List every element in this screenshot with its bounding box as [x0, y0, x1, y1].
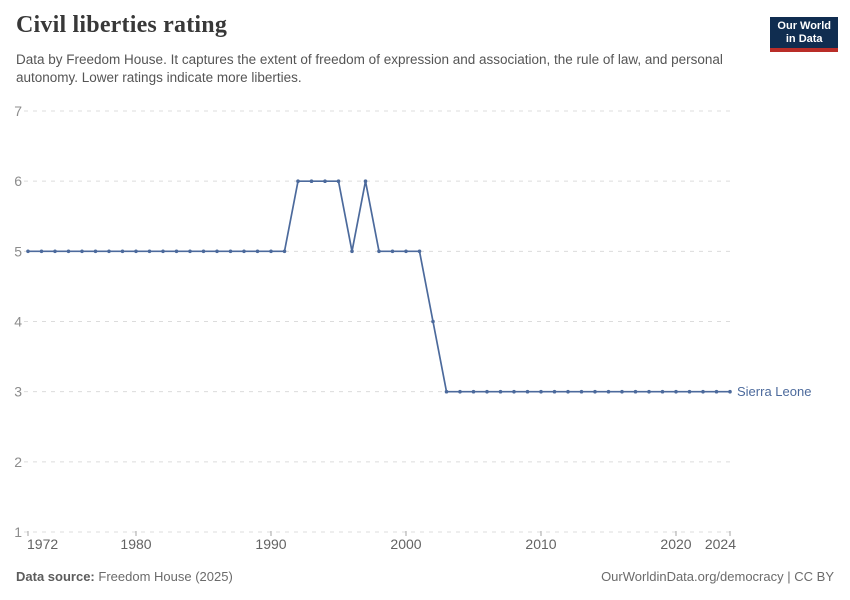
data-point-1998[interactable]	[377, 249, 381, 254]
data-point-2008[interactable]	[512, 389, 516, 394]
data-point-2021[interactable]	[687, 389, 692, 394]
data-point-1974[interactable]	[53, 249, 57, 254]
data-point-2022[interactable]	[701, 389, 705, 394]
data-point-1994[interactable]	[323, 179, 327, 183]
data-point-1975[interactable]	[66, 249, 71, 254]
data-point-2009[interactable]	[525, 389, 530, 394]
data-point-1976[interactable]	[80, 249, 84, 254]
series-sierra-leone[interactable]: Sierra Leone	[26, 179, 811, 399]
y-axis-label-5: 5	[14, 243, 22, 259]
data-point-1982[interactable]	[161, 249, 165, 254]
data-point-1983[interactable]	[174, 249, 179, 254]
data-source-value[interactable]: Freedom House (2025)	[98, 569, 233, 584]
page-title: Civil liberties rating	[16, 12, 228, 38]
x-axis-label-2000: 2000	[390, 536, 421, 552]
data-point-1992[interactable]	[296, 179, 300, 183]
data-point-1984[interactable]	[188, 249, 192, 254]
data-point-2000[interactable]	[404, 249, 408, 254]
y-axis-label-1: 1	[14, 524, 22, 540]
owid-logo-line1: Our World	[777, 20, 831, 32]
owid-logo[interactable]: Our World in Data	[770, 17, 838, 52]
data-point-2004[interactable]	[458, 389, 462, 394]
data-point-1991[interactable]	[282, 249, 287, 254]
data-point-1995[interactable]	[336, 179, 341, 183]
data-point-1990[interactable]	[269, 249, 273, 254]
data-point-1972[interactable]	[26, 249, 30, 254]
data-source-label: Data source:	[16, 569, 95, 584]
data-point-1999[interactable]	[390, 249, 395, 254]
x-axis-label-1990: 1990	[255, 536, 286, 552]
x-axis-label-2010: 2010	[525, 536, 556, 552]
y-axis-label-6: 6	[14, 173, 22, 189]
data-point-2001[interactable]	[417, 249, 422, 254]
data-point-2011[interactable]	[552, 389, 557, 394]
data-point-1997[interactable]	[363, 179, 368, 183]
x-axis-label-2024: 2024	[705, 536, 736, 552]
data-point-2010[interactable]	[539, 389, 543, 394]
x-axis-label-1980: 1980	[120, 536, 151, 552]
data-point-2013[interactable]	[579, 389, 584, 394]
data-point-2005[interactable]	[471, 389, 476, 394]
data-point-2014[interactable]	[593, 389, 597, 394]
series-line[interactable]	[28, 180, 730, 393]
footer-links: OurWorldinData.org/democracy | CC BY	[601, 569, 834, 584]
data-point-2020[interactable]	[674, 389, 678, 394]
data-point-2012[interactable]	[566, 389, 570, 394]
data-source: Data source: Freedom House (2025)	[16, 569, 233, 584]
data-point-1987[interactable]	[228, 249, 233, 254]
data-point-1980[interactable]	[134, 249, 138, 254]
data-point-1981[interactable]	[147, 249, 152, 254]
x-axis-label-2020: 2020	[660, 536, 691, 552]
data-point-2002[interactable]	[431, 319, 435, 324]
data-point-2015[interactable]	[606, 389, 611, 394]
y-axis-label-2: 2	[14, 454, 22, 470]
footer-divider: |	[787, 569, 791, 584]
data-point-2018[interactable]	[647, 389, 651, 394]
y-axis-label-3: 3	[14, 384, 22, 400]
series-end-label[interactable]: Sierra Leone	[737, 384, 811, 399]
data-point-1989[interactable]	[255, 249, 260, 254]
x-axis-label-1972: 1972	[27, 536, 58, 552]
data-point-1993[interactable]	[309, 179, 314, 183]
data-point-1985[interactable]	[201, 249, 206, 254]
data-point-1986[interactable]	[215, 249, 219, 254]
data-point-2006[interactable]	[485, 389, 489, 394]
data-point-1996[interactable]	[350, 249, 354, 254]
data-point-1988[interactable]	[242, 249, 246, 254]
data-point-2023[interactable]	[714, 389, 719, 394]
chart-subtitle: Data by Freedom House. It captures the e…	[16, 52, 723, 85]
y-axis-label-4: 4	[14, 314, 22, 330]
data-point-2019[interactable]	[660, 389, 665, 394]
data-point-2024[interactable]	[728, 389, 732, 394]
data-point-2017[interactable]	[633, 389, 638, 394]
owid-logo-line2: in Data	[785, 33, 823, 45]
y-axis-label-7: 7	[14, 103, 22, 119]
data-point-1977[interactable]	[93, 249, 98, 254]
data-point-1973[interactable]	[39, 249, 44, 254]
owid-url-link[interactable]: OurWorldinData.org/democracy	[601, 569, 784, 584]
data-point-2007[interactable]	[498, 389, 503, 394]
cc-by-link[interactable]: CC BY	[794, 569, 834, 584]
data-point-2016[interactable]	[620, 389, 624, 394]
data-point-1979[interactable]	[120, 249, 125, 254]
data-point-1978[interactable]	[107, 249, 111, 254]
data-point-2003[interactable]	[444, 389, 449, 394]
